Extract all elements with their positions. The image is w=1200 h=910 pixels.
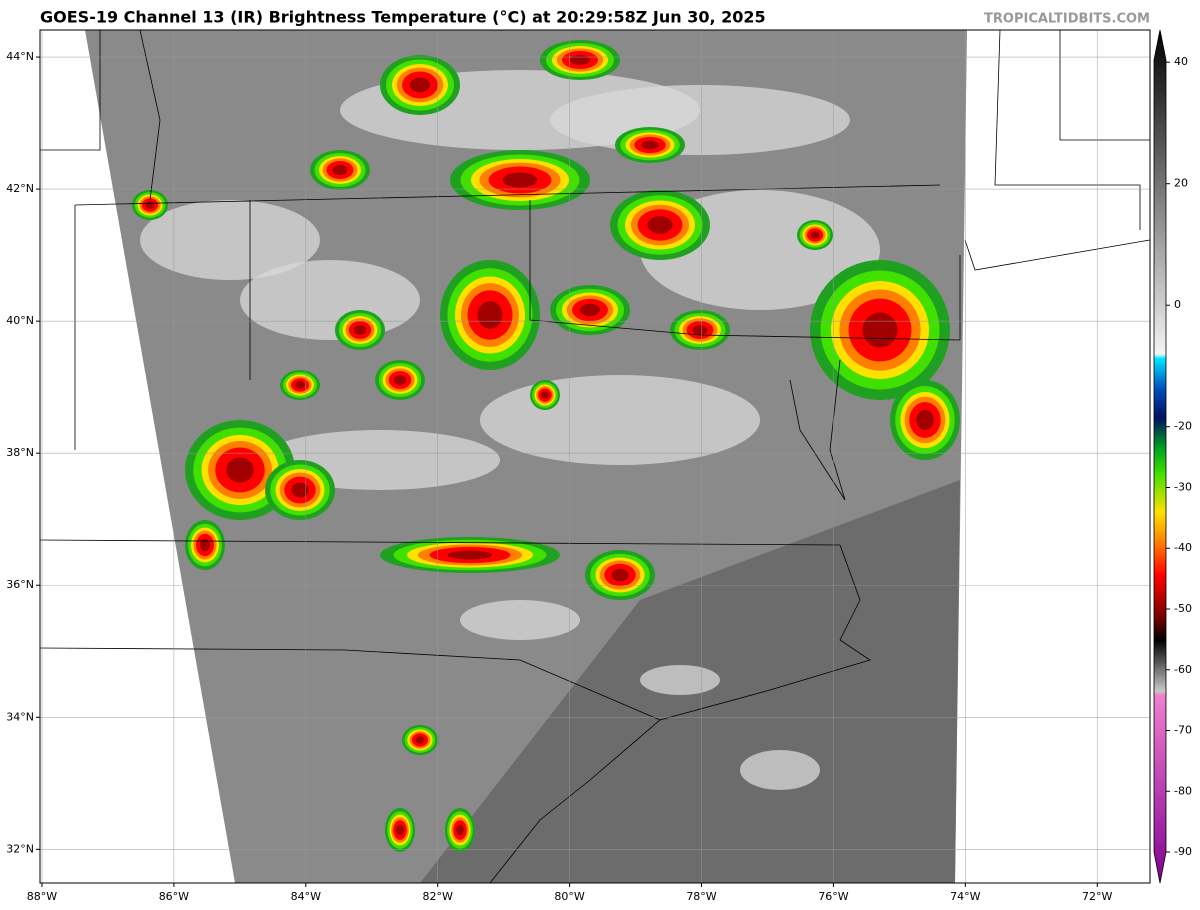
storm-cell <box>410 77 430 93</box>
colorbar-label: 20 <box>1174 177 1188 190</box>
colorbar-label: -90 <box>1174 845 1192 858</box>
colorbar: 40 20 0 -20 -30 -40 -50 -60 -70 -80 -90 <box>1153 29 1192 884</box>
storm-cell <box>641 140 659 150</box>
x-tick-label: 72°W <box>1082 890 1112 903</box>
storm-cell <box>295 381 305 389</box>
storm-cell <box>647 216 673 234</box>
colorbar-label: -80 <box>1174 784 1192 797</box>
y-tick-label: 42°N <box>6 182 34 195</box>
title: GOES-19 Channel 13 (IR) Brightness Tempe… <box>40 8 766 27</box>
map-image <box>40 30 1150 883</box>
colorbar-label: -30 <box>1174 480 1192 493</box>
storm-cell <box>393 375 407 385</box>
y-tick-label: 38°N <box>6 446 34 459</box>
storm-cell <box>447 550 493 560</box>
x-tick-label: 88°W <box>27 890 57 903</box>
storm-cell <box>541 391 549 399</box>
storm-cell <box>580 303 600 317</box>
x-tick-label: 82°W <box>423 890 453 903</box>
storm-cell <box>570 55 590 65</box>
storm-cell <box>810 231 820 239</box>
colorbar-label: 0 <box>1174 298 1181 311</box>
storm-cell <box>477 301 503 329</box>
colorbar-label: -60 <box>1174 663 1192 676</box>
colorbar-label: -50 <box>1174 602 1192 615</box>
cloud <box>140 200 320 280</box>
y-tick-label: 44°N <box>6 50 34 63</box>
y-tick-label: 36°N <box>6 578 34 591</box>
storm-cell <box>692 325 708 335</box>
y-tick-label: 32°N <box>6 842 34 855</box>
x-tick-label: 76°W <box>818 890 848 903</box>
plot-frame <box>39 29 1151 884</box>
storm-cell <box>502 172 538 188</box>
x-tick-label: 78°W <box>686 890 716 903</box>
cloud <box>640 665 720 695</box>
storm-cell <box>396 824 404 836</box>
storm-cell <box>415 736 425 744</box>
colorbar-label: -20 <box>1174 420 1192 433</box>
storm-cell <box>353 325 367 335</box>
storm-cell <box>145 201 155 209</box>
storm-cell <box>611 568 629 582</box>
cloud <box>480 375 760 465</box>
storm-cell <box>456 824 464 836</box>
x-tick-label: 80°W <box>554 890 584 903</box>
x-tick-label: 84°W <box>291 890 321 903</box>
storm-cell <box>332 165 348 175</box>
colorbar-label: 40 <box>1174 55 1188 68</box>
y-tick-label: 40°N <box>6 314 34 327</box>
storm-cell <box>226 457 254 483</box>
cloud <box>740 750 820 790</box>
colorbar-label: -40 <box>1174 541 1192 554</box>
storm-cell <box>862 312 898 348</box>
storm-cell <box>200 538 210 552</box>
cloud <box>550 85 850 155</box>
colorbar-label: -70 <box>1174 724 1192 737</box>
storm-cell <box>291 482 309 498</box>
x-tick-label: 86°W <box>159 890 189 903</box>
storm-cell <box>916 410 934 430</box>
credit: TROPICALTIDBITS.COM <box>984 12 1150 27</box>
x-tick-label: 74°W <box>950 890 980 903</box>
cloud <box>460 600 580 640</box>
y-tick-label: 34°N <box>6 710 34 723</box>
